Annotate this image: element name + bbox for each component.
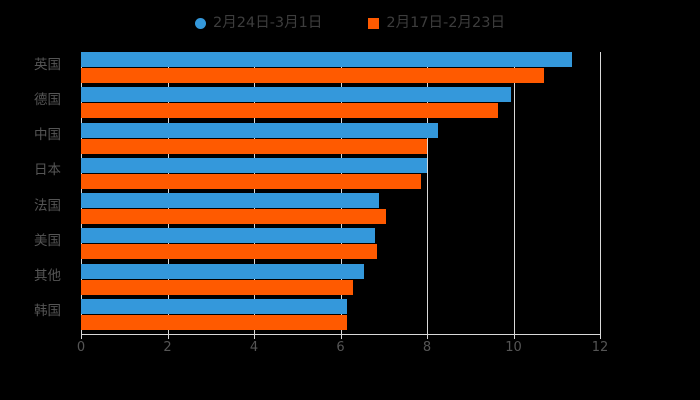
x-axis-tick-mark: [81, 334, 82, 339]
bar[interactable]: [81, 87, 512, 103]
x-axis-tick-mark: [427, 334, 428, 339]
bar[interactable]: [81, 279, 354, 295]
legend-item-series-2[interactable]: 2月17日-2月23日: [368, 16, 505, 31]
bar-group: [81, 122, 600, 158]
y-axis-tick-label: 美国: [34, 232, 61, 249]
x-axis-tick-mark: [254, 334, 255, 339]
bar[interactable]: [81, 263, 365, 279]
x-axis-tick-mark: [167, 334, 169, 339]
bar-group: [81, 228, 600, 263]
bar-group: [81, 193, 600, 228]
x-axis-tick-mark: [600, 334, 601, 339]
x-axis-tick-label: 12: [591, 340, 609, 355]
gridline-x-10: [513, 52, 515, 334]
y-axis-labels: 英国德国中国日本法国美国其他韩国: [0, 52, 71, 334]
bar[interactable]: [81, 298, 347, 314]
x-axis-tick-mark: [340, 334, 342, 339]
bar[interactable]: [81, 122, 438, 138]
legend-marker-dot-icon: [195, 17, 207, 29]
x-axis-tick-label: 0: [76, 340, 86, 355]
legend-item-series-1[interactable]: 2月24日-3月1日: [195, 16, 322, 31]
bar[interactable]: [81, 314, 347, 330]
bar[interactable]: [81, 193, 380, 208]
legend-marker-square-icon: [368, 17, 380, 29]
bar[interactable]: [81, 209, 386, 224]
bar-group: [81, 263, 600, 299]
y-axis-tick-label: 法国: [34, 197, 61, 214]
bar[interactable]: [81, 173, 421, 189]
chart-legend: 2月24日-3月1日 2月17日-2月23日: [0, 10, 700, 36]
x-axis-tick-label: 4: [249, 340, 259, 355]
bar[interactable]: [81, 103, 499, 119]
bar[interactable]: [81, 157, 427, 173]
legend-label-series-2: 2月17日-2月23日: [386, 14, 505, 31]
bar[interactable]: [81, 244, 378, 260]
bar[interactable]: [81, 52, 572, 67]
bar-group: [81, 298, 600, 334]
gridline-x-12: [600, 52, 601, 334]
bar-group: [81, 157, 600, 193]
x-axis-tick-label: 2: [163, 340, 172, 355]
x-axis-tick-label: 10: [505, 340, 522, 355]
y-axis-tick-label: 德国: [34, 91, 61, 108]
bar[interactable]: [81, 68, 544, 83]
x-axis-tick-label: 8: [422, 340, 432, 355]
x-axis-tick-mark: [513, 334, 515, 339]
y-axis-tick-label: 其他: [34, 268, 61, 285]
gridline-x-8: [427, 52, 428, 334]
bar-group: [81, 87, 600, 122]
x-axis: 0 2 4 6 8 10 12: [77, 334, 608, 364]
legend-label-series-1: 2月24日-3月1日: [213, 14, 323, 31]
y-axis-tick-label: 中国: [34, 127, 61, 144]
y-axis-tick-label: 日本: [34, 162, 61, 179]
bar[interactable]: [81, 228, 376, 244]
bar-group: [81, 52, 600, 87]
y-axis-tick-label: 韩国: [34, 303, 61, 320]
x-axis-tick-label: 6: [336, 340, 345, 355]
plot-area: [81, 52, 601, 334]
bar[interactable]: [81, 138, 427, 154]
y-axis-tick-label: 英国: [34, 56, 61, 73]
